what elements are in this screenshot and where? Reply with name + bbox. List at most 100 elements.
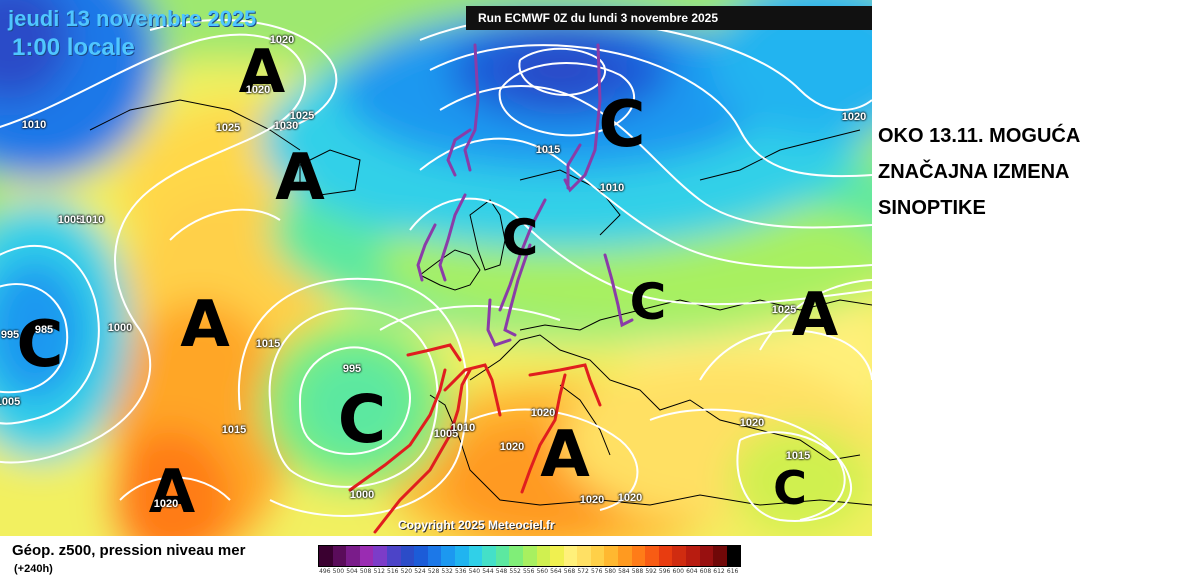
low-pressure-marker: C <box>598 88 646 162</box>
color-scale <box>318 545 742 567</box>
scale-swatch <box>604 546 619 566</box>
isobar-label: 1010 <box>79 214 105 226</box>
scale-tick-label: 556 <box>522 568 535 575</box>
isobar-label: 1015 <box>221 424 247 436</box>
isobar-label: 1020 <box>841 111 867 123</box>
scale-tick-label: 612 <box>713 568 725 575</box>
annotation-line: SINOPTIKE <box>878 197 986 219</box>
geopotential-field <box>0 0 872 536</box>
low-pressure-marker: C <box>629 273 667 331</box>
scale-swatch <box>319 546 333 566</box>
map-graphic <box>0 0 872 536</box>
scale-tick-label: 516 <box>387 568 399 575</box>
legend-title: Géop. z500, pression niveau mer <box>12 542 246 559</box>
ridge-lines <box>348 343 602 534</box>
isobar-label: 995 <box>0 329 20 341</box>
isobar-label: 1015 <box>255 338 281 350</box>
scale-tick-label: 544 <box>482 568 494 575</box>
isobar-label: 1020 <box>153 498 179 510</box>
isobar-label: 1025 <box>215 122 241 134</box>
scale-tick-label: 508 <box>359 568 372 575</box>
scale-tick-label: 604 <box>686 568 698 575</box>
scale-swatch <box>726 546 741 566</box>
low-pressure-marker: C <box>337 381 387 458</box>
coastlines <box>89 99 872 506</box>
isobar-label: 985 <box>34 324 54 336</box>
scale-swatch <box>468 546 483 566</box>
scale-swatch <box>550 546 564 566</box>
scale-tick-label: 576 <box>590 568 603 575</box>
scale-swatch <box>346 546 360 566</box>
scale-tick-label: 616 <box>726 568 739 575</box>
color-scale-ticks: 496 500 504 508 512 516 520 524 528 532 536 540 544 5… <box>318 568 739 575</box>
scale-swatch <box>618 546 632 566</box>
scale-swatch <box>441 546 455 566</box>
scale-swatch <box>509 546 523 566</box>
scale-tick-label: 588 <box>631 568 644 575</box>
annotation-line: OKO 13.11. MOGUĆA <box>878 125 1081 147</box>
high-pressure-marker: A <box>275 141 325 215</box>
scale-swatch <box>359 546 374 566</box>
isobar-label: 1025 <box>289 110 315 122</box>
scale-tick-label: 500 <box>332 568 345 575</box>
high-pressure-marker: A <box>180 288 230 362</box>
scale-swatch <box>495 546 510 566</box>
scale-tick-label: 564 <box>550 568 562 575</box>
isobar-label: 1020 <box>739 417 765 429</box>
isobar-label: 1005 <box>57 214 83 226</box>
scale-tick-label: 512 <box>373 568 385 575</box>
isobar-label: 1015 <box>535 144 561 156</box>
scale-swatch <box>536 546 551 566</box>
scale-swatch <box>414 546 428 566</box>
isobar-label: 1020 <box>530 407 556 419</box>
scale-tick-label: 552 <box>509 568 521 575</box>
scale-tick-label: 548 <box>495 568 508 575</box>
scale-swatch <box>577 546 591 566</box>
isobar-label: 995 <box>342 363 362 375</box>
scale-tick-label: 572 <box>577 568 589 575</box>
isobar-label: 1005 <box>0 396 21 408</box>
scale-tick-label: 528 <box>427 568 440 575</box>
forecast-annotation: OKO 13.11. MOGUĆA ZNAČAJNA IZMENA SINOPT… <box>878 118 1080 226</box>
scale-tick-label: 580 <box>604 568 616 575</box>
model-run-banner: Run ECMWF 0Z du lundi 3 novembre 2025 <box>466 6 872 30</box>
scale-tick-label: 540 <box>468 568 481 575</box>
isobar-label: 1020 <box>245 84 271 96</box>
copyright-notice: Copyright 2025 Meteociel.fr <box>398 518 555 532</box>
scale-swatch <box>672 546 687 566</box>
isobar-label: 1010 <box>599 182 625 194</box>
forecast-time: 1:00 locale <box>12 34 135 61</box>
scale-tick-label: 504 <box>346 568 358 575</box>
low-pressure-marker: C <box>501 209 539 267</box>
legend-subtitle: (+240h) <box>14 563 53 575</box>
high-pressure-marker: A <box>791 280 839 350</box>
high-pressure-marker: A <box>148 457 196 527</box>
low-pressure-marker: C <box>773 461 807 515</box>
scale-swatch <box>645 546 659 566</box>
scale-swatch <box>482 546 496 566</box>
isobar-label: 1010 <box>450 422 476 434</box>
scale-tick-label: 568 <box>563 568 576 575</box>
forecast-date: jeudi 13 novembre 2025 <box>8 6 257 31</box>
scale-swatch <box>373 546 387 566</box>
isobar-label: 1000 <box>107 322 133 334</box>
isobar-label: 1020 <box>499 441 525 453</box>
isobar-label: 1020 <box>269 34 295 46</box>
isobar-label: 1015 <box>785 450 811 462</box>
scale-tick-label: 532 <box>441 568 453 575</box>
trough-lines <box>416 43 634 347</box>
scale-tick-label: 592 <box>645 568 657 575</box>
scale-swatch <box>386 546 401 566</box>
isobar-label: 1025 <box>771 304 797 316</box>
annotation-line: ZNAČAJNA IZMENA <box>878 161 1070 183</box>
high-pressure-marker: A <box>540 418 590 492</box>
isobar-label: 1020 <box>617 492 643 504</box>
scale-swatch <box>699 546 714 566</box>
isobar-label: 1005 <box>433 428 459 440</box>
scale-tick-label: 600 <box>672 568 684 575</box>
scale-tick-label: 560 <box>536 568 549 575</box>
weather-map: jeudi 13 novembre 2025 1:00 locale Run E… <box>0 0 872 536</box>
scale-tick-label: 496 <box>319 568 331 575</box>
scale-swatch <box>658 546 673 566</box>
scale-swatch <box>454 546 469 566</box>
